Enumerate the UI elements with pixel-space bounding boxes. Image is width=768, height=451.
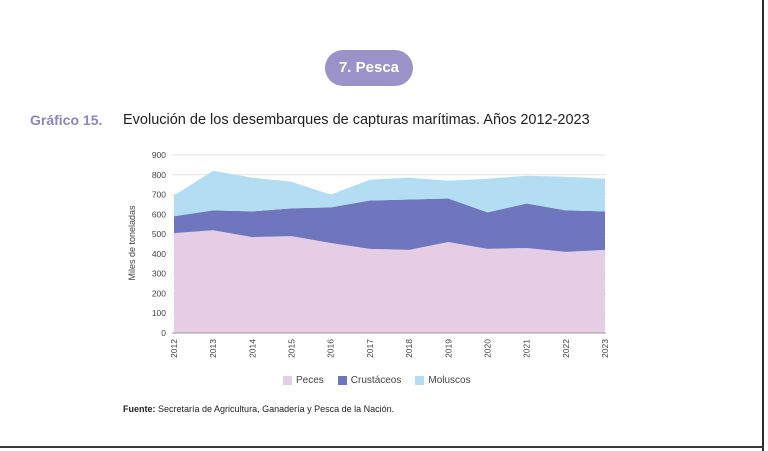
figure-title: Evolución de los desembarques de captura… xyxy=(123,112,590,128)
section-badge: 7. Pesca xyxy=(325,50,413,86)
area-series-crustaceos xyxy=(174,198,605,252)
legend-item-crustaceos: Crustáceos xyxy=(337,375,402,386)
x-tick-label-2020: 2020 xyxy=(483,339,493,358)
y-tick-label-0: 0 xyxy=(161,328,166,338)
legend-label-peces: Peces xyxy=(296,375,324,386)
y-axis-label: Miles de toneladas xyxy=(127,205,137,281)
y-tick-label-500: 500 xyxy=(152,229,166,239)
y-tick-label-900: 900 xyxy=(152,150,166,160)
legend-label-moluscos: Moluscos xyxy=(428,375,471,386)
x-tick-label-2016: 2016 xyxy=(326,339,336,358)
x-tick-label-2017: 2017 xyxy=(365,339,375,358)
x-tick-labels: 2012 2013 2014 2015 2016 2017 2018 2019 2020 2021… xyxy=(169,339,610,358)
area-series-moluscos xyxy=(174,170,605,217)
x-tick-label-2021: 2021 xyxy=(522,339,532,358)
x-tick-label-2019: 2019 xyxy=(443,339,453,358)
x-tick-label-2012: 2012 xyxy=(169,339,179,358)
source-note: Fuente: Secretaría de Agricultura, Ganad… xyxy=(123,404,394,414)
x-tick-label-2023: 2023 xyxy=(600,339,610,358)
figure-number: Gráfico 15. xyxy=(30,112,103,128)
legend-item-peces: Peces xyxy=(283,375,324,386)
legend-label-crustaceos: Crustáceos xyxy=(350,375,402,386)
source-label: Fuente: xyxy=(123,404,156,414)
y-tick-label-200: 200 xyxy=(152,288,166,298)
x-tick-label-2013: 2013 xyxy=(208,339,218,358)
legend: Peces Crustáceos Moluscos xyxy=(283,375,471,386)
x-tick-label-2018: 2018 xyxy=(404,339,414,358)
frame-border-right xyxy=(762,0,764,451)
source-text: Secretaría de Agricultura, Ganadería y P… xyxy=(158,404,395,414)
x-tick-label-2014: 2014 xyxy=(247,339,257,358)
y-tick-label-800: 800 xyxy=(152,170,166,180)
x-tick-label-2022: 2022 xyxy=(561,339,571,358)
frame-border-bottom xyxy=(0,446,764,448)
y-tick-label-400: 400 xyxy=(152,249,166,259)
y-tick-label-700: 700 xyxy=(152,190,166,200)
legend-swatch-crustaceos xyxy=(337,376,347,385)
y-tick-label-300: 300 xyxy=(152,269,166,279)
y-tick-label-600: 600 xyxy=(152,209,166,219)
legend-item-moluscos: Moluscos xyxy=(415,375,471,386)
y-tick-label-100: 100 xyxy=(152,308,166,318)
legend-swatch-moluscos xyxy=(415,376,425,385)
y-tick-labels: 0 100 200 300 400 500 600 700 800 900 xyxy=(152,150,166,338)
area-series-peces xyxy=(174,230,605,333)
area-layer xyxy=(174,170,605,333)
legend-swatch-peces xyxy=(283,376,292,385)
x-tick-label-2015: 2015 xyxy=(287,339,297,358)
